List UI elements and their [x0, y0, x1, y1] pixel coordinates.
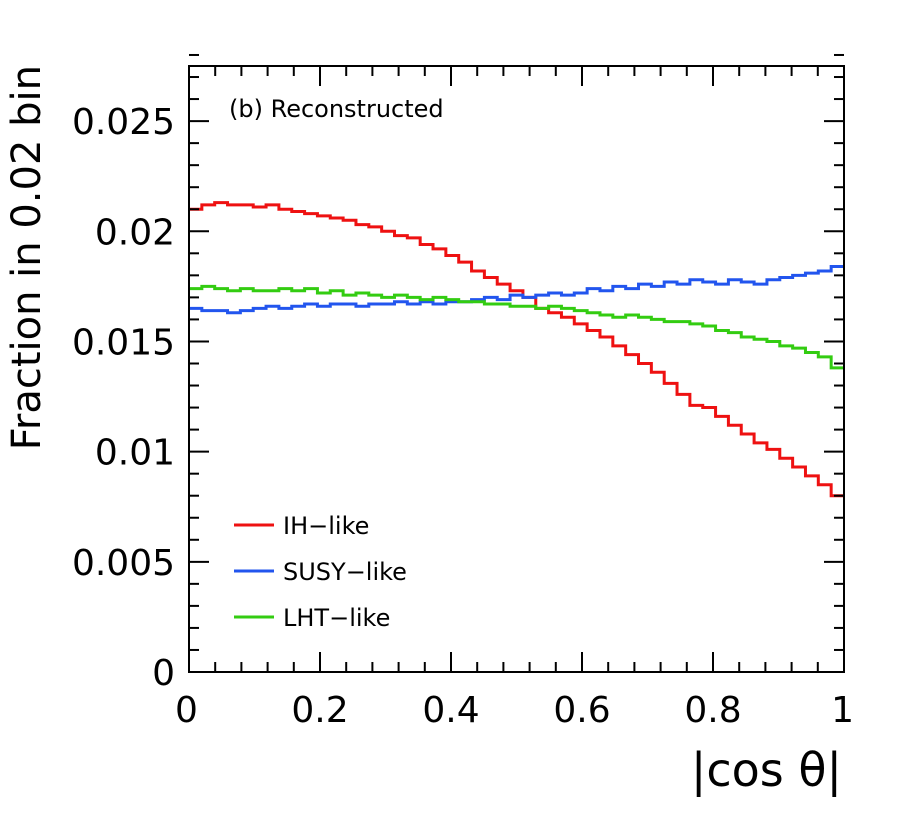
y-tick-label: 0.01 — [95, 433, 175, 474]
y-tick-label: 0 — [152, 653, 175, 694]
series-line-ih — [189, 201, 844, 498]
series-layer — [189, 201, 844, 498]
legend-label-ih: IH−like — [283, 512, 369, 540]
y-tick-label: 0.005 — [72, 543, 175, 584]
x-tick-label: 0.4 — [422, 690, 479, 731]
legend-label-susy: SUSY−like — [283, 558, 407, 586]
series-line-lht — [189, 284, 844, 370]
x-tick-label: 0.8 — [684, 690, 741, 731]
series-line-susy — [189, 265, 844, 315]
y-tick-label: 0.015 — [72, 322, 175, 363]
x-axis-label: |cos θ| — [691, 743, 842, 798]
x-tick-label: 0.2 — [291, 690, 348, 731]
plot-frame — [188, 65, 845, 673]
x-tick-label: 0.6 — [553, 690, 610, 731]
y-tick-labels: 0 0.005 0.01 0.015 0.02 0.025 — [72, 102, 175, 694]
legend: IH−like SUSY−like LHT−like — [234, 512, 407, 632]
x-tick-label: 1 — [831, 690, 854, 731]
x-tick-labels: 0 0.2 0.4 0.6 0.8 1 — [175, 690, 854, 731]
y-tick-label: 0.025 — [72, 102, 175, 143]
ticks-layer — [188, 53, 845, 673]
x-tick-label: 0 — [175, 690, 198, 731]
y-tick-label: 0.02 — [95, 212, 175, 253]
legend-label-lht: LHT−like — [283, 604, 390, 632]
panel-annotation: (b) Reconstructed — [229, 95, 444, 123]
y-axis-label: Fraction in 0.02 bin — [4, 65, 50, 450]
